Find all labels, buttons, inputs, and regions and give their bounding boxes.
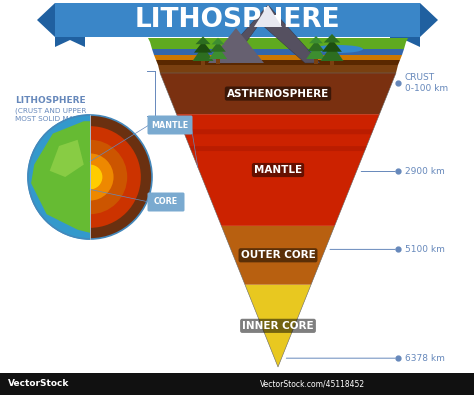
Wedge shape xyxy=(90,115,152,239)
Text: OUTER CORE: OUTER CORE xyxy=(241,250,315,260)
Polygon shape xyxy=(221,226,335,285)
Polygon shape xyxy=(55,3,420,37)
Bar xyxy=(330,60,334,66)
Polygon shape xyxy=(195,36,210,44)
Polygon shape xyxy=(160,73,396,114)
Bar xyxy=(314,58,318,64)
Polygon shape xyxy=(254,5,282,27)
Polygon shape xyxy=(320,45,344,61)
Ellipse shape xyxy=(313,45,363,53)
Polygon shape xyxy=(308,41,324,51)
Polygon shape xyxy=(245,285,311,367)
Text: 5100 km: 5100 km xyxy=(405,245,445,254)
Polygon shape xyxy=(55,37,85,47)
Polygon shape xyxy=(31,121,90,233)
Polygon shape xyxy=(194,41,212,53)
Bar xyxy=(201,60,205,66)
Text: CRUST
0-100 km: CRUST 0-100 km xyxy=(405,73,448,93)
Polygon shape xyxy=(306,45,326,59)
Circle shape xyxy=(58,145,122,209)
Bar xyxy=(90,110,162,244)
Wedge shape xyxy=(90,126,141,228)
Wedge shape xyxy=(90,165,102,189)
Polygon shape xyxy=(37,3,55,37)
Text: LITHOSPHERE: LITHOSPHERE xyxy=(15,96,86,105)
Text: MANTLE: MANTLE xyxy=(151,120,189,130)
Circle shape xyxy=(36,122,145,231)
FancyBboxPatch shape xyxy=(147,192,184,211)
Wedge shape xyxy=(90,140,127,214)
Polygon shape xyxy=(192,46,213,61)
Text: MANTLE: MANTLE xyxy=(254,165,302,175)
Polygon shape xyxy=(150,42,406,49)
FancyBboxPatch shape xyxy=(147,115,192,135)
Text: CORE: CORE xyxy=(154,198,178,207)
Polygon shape xyxy=(34,121,146,233)
Polygon shape xyxy=(154,55,402,60)
Wedge shape xyxy=(90,153,114,201)
Bar xyxy=(216,58,220,64)
Text: ASTHENOSPHERE: ASTHENOSPHERE xyxy=(227,88,329,99)
Polygon shape xyxy=(148,38,408,42)
Polygon shape xyxy=(420,3,438,37)
Polygon shape xyxy=(390,37,420,47)
Text: INNER CORE: INNER CORE xyxy=(242,321,314,331)
Polygon shape xyxy=(210,42,226,52)
Polygon shape xyxy=(158,65,398,73)
Polygon shape xyxy=(216,5,320,63)
Polygon shape xyxy=(211,38,225,45)
Circle shape xyxy=(80,167,100,187)
Polygon shape xyxy=(182,129,374,134)
Circle shape xyxy=(28,115,152,239)
Polygon shape xyxy=(209,46,227,59)
Text: VectorStock: VectorStock xyxy=(8,380,69,389)
Text: 2900 km: 2900 km xyxy=(405,167,445,176)
Text: (CRUST AND UPPER
MOST SOLID MANTLE): (CRUST AND UPPER MOST SOLID MANTLE) xyxy=(15,107,95,122)
Polygon shape xyxy=(50,140,84,177)
Polygon shape xyxy=(322,39,342,52)
Circle shape xyxy=(46,132,135,222)
Polygon shape xyxy=(176,114,380,226)
Polygon shape xyxy=(324,34,340,43)
Bar xyxy=(0,373,474,395)
Polygon shape xyxy=(309,36,323,43)
Circle shape xyxy=(70,157,110,197)
Polygon shape xyxy=(156,60,400,65)
Polygon shape xyxy=(152,49,404,55)
Polygon shape xyxy=(78,140,121,171)
Text: LITHOSPHERE: LITHOSPHERE xyxy=(135,7,340,33)
Text: 6378 km: 6378 km xyxy=(405,354,445,363)
Polygon shape xyxy=(189,146,367,151)
Text: VectorStock.com/45118452: VectorStock.com/45118452 xyxy=(260,380,365,389)
Polygon shape xyxy=(208,28,264,63)
Wedge shape xyxy=(28,115,90,239)
